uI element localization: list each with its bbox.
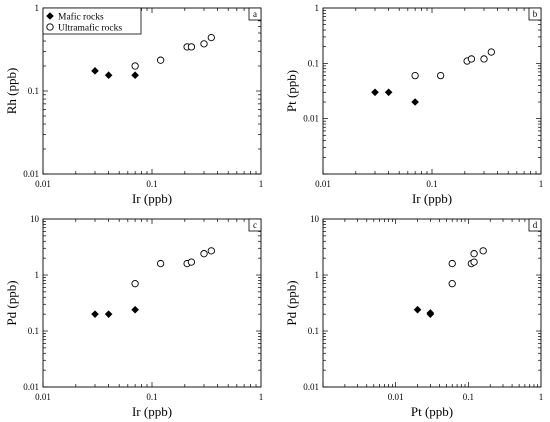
x-tick-label: 0.01 [35, 179, 51, 189]
y-tick-label: 10 [30, 214, 40, 224]
ultramafic-point [200, 250, 208, 258]
mafic-point [104, 310, 113, 318]
x-tick-label: 1 [539, 179, 544, 189]
y-axis-label: Pt (ppb) [284, 70, 299, 112]
ultramafic-point [156, 259, 165, 268]
panel-c: 0.01 0.1 1 0.01 0.1 1 10 Ir (ppb) Pd (ppb) c [4, 214, 263, 419]
ultramafic-point [200, 40, 208, 48]
x-axis-label: Ir (ppb) [132, 404, 172, 419]
ultramafic-point [131, 280, 139, 288]
x-tick-label: 0.01 [388, 392, 404, 402]
ultramafic-point [448, 259, 456, 268]
panel-tag-box [528, 7, 542, 21]
x-tick-label: 0.1 [463, 392, 474, 402]
y-axis-label: Pd (ppb) [284, 280, 299, 325]
panel-tag-box [528, 218, 542, 232]
ultramafic-point [156, 56, 165, 64]
ultramafic-point [207, 247, 215, 255]
x-tick-label: 1 [259, 179, 264, 189]
panel-d: 0.01 0.1 1 0.01 0.1 1 10 Pt (ppb) Pd (ppb) d [284, 214, 543, 419]
x-axis-label: Ir (ppb) [132, 191, 172, 206]
mafic-point [91, 67, 99, 75]
y-axis-label: Pd (ppb) [4, 280, 19, 325]
panel-b: 0.01 0.1 1 0.01 0.1 1 Ir (ppb) Pt (ppb) b [284, 3, 543, 206]
ultramafic-point [470, 258, 478, 266]
y-tick-label: 0.1 [308, 326, 319, 336]
x-tick-label: 0.1 [426, 179, 437, 189]
y-tick-label: 0.1 [28, 326, 39, 336]
mafic-point [384, 88, 393, 97]
panel-tag-label: d [533, 220, 538, 230]
mafic-point [91, 310, 99, 318]
ultramafic-point [480, 55, 488, 63]
y-tick-label: 1 [35, 3, 40, 13]
mafic-point [104, 71, 113, 80]
ultramafic-point [470, 250, 478, 258]
mafic-point [426, 309, 435, 317]
y-tick-label: 0.01 [23, 169, 39, 179]
panel-a: 0.01 0.1 1 0.01 0.1 1 Ir (ppb) Rh (ppb) a Mafic r… [4, 3, 263, 206]
mafic-point [131, 71, 139, 80]
y-tick-label: 1 [35, 270, 40, 280]
ultramafic-point [187, 258, 196, 266]
x-tick-label: 0.1 [146, 179, 157, 189]
y-tick-label: 10 [310, 214, 320, 224]
legend-ultramafic-marker [46, 23, 54, 31]
ultramafic-point [207, 33, 215, 42]
ultramafic-point [467, 55, 476, 63]
x-tick-label: 1 [259, 392, 264, 402]
legend-box [42, 7, 142, 35]
y-tick-label: 0.01 [303, 382, 319, 392]
y-tick-label: 0.01 [23, 382, 39, 392]
mafic-point [411, 98, 419, 106]
x-tick-label: 1 [539, 392, 544, 402]
panel-tag-label: a [253, 9, 257, 19]
legend-label: Ultramafic rocks [58, 23, 122, 34]
y-tick-label: 1 [315, 270, 320, 280]
y-axis-label: Rh (ppb) [4, 68, 19, 115]
ultramafic-point [487, 48, 495, 56]
plot-frame [322, 7, 542, 175]
y-tick-label: 0.1 [308, 58, 319, 68]
x-tick-label: 0.1 [146, 392, 157, 402]
x-axis-label: Ir (ppb) [412, 191, 452, 206]
ultramafic-point [131, 62, 139, 70]
mafic-point [371, 88, 379, 97]
panel-tag-box [248, 7, 262, 21]
x-tick-label: 0.01 [315, 179, 331, 189]
ultramafic-point [187, 43, 196, 51]
legend-mafic-marker [46, 12, 54, 20]
x-tick-label: 0.01 [35, 392, 51, 402]
mafic-point [131, 305, 139, 314]
ultramafic-point [448, 280, 456, 288]
y-tick-label: 0.01 [303, 114, 319, 124]
ultramafic-point [436, 71, 445, 80]
plot-frame [322, 218, 542, 388]
y-tick-label: 0.1 [28, 86, 39, 96]
panel-tag-label: c [253, 220, 257, 230]
ultramafic-point [411, 71, 419, 80]
y-tick-label: 1 [315, 3, 320, 13]
ultramafic-point [479, 247, 487, 255]
legend-label: Mafic rocks [58, 12, 104, 23]
panel-tag-label: b [533, 9, 538, 19]
plot-frame [42, 218, 262, 388]
x-axis-label: Pt (ppb) [411, 404, 453, 419]
panel-tag-box [248, 218, 262, 232]
mafic-point [413, 305, 422, 314]
